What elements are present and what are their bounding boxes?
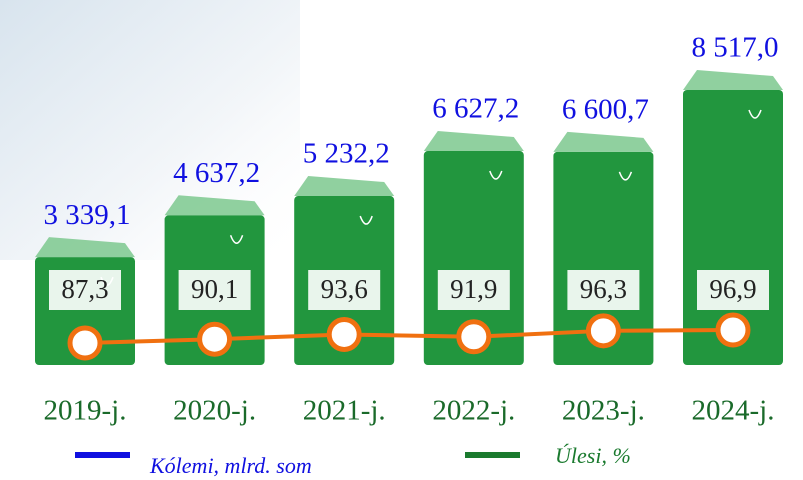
bag <box>423 151 524 365</box>
share-box <box>437 270 510 310</box>
share-box <box>567 270 640 310</box>
x-tick-label: 2021-j. <box>303 395 386 427</box>
share-label: 91,9 <box>450 274 497 304</box>
volume-label: 6 600,7 <box>562 94 649 126</box>
share-point <box>715 312 751 348</box>
legend-label: Úlesi, % <box>555 443 631 468</box>
bag-handle <box>229 235 244 245</box>
share-box <box>308 270 381 310</box>
share-label: 96,9 <box>709 274 756 304</box>
volume-label: 6 627,2 <box>432 93 519 125</box>
share-line <box>84 328 734 345</box>
bag-side <box>423 131 524 152</box>
bag-side <box>164 195 265 216</box>
share-point <box>326 316 362 352</box>
share-label: 87,3 <box>61 274 108 304</box>
volume-label: 4 637,2 <box>173 157 260 189</box>
share-box <box>178 270 251 310</box>
bag-side <box>683 70 783 90</box>
bag-side <box>35 237 135 258</box>
share-label: 93,6 <box>321 274 368 304</box>
share-point <box>197 321 233 357</box>
bag-side <box>553 131 654 152</box>
x-tick-label: 2020-j. <box>173 395 256 427</box>
legend-label: Kólemi, mlrd. som <box>149 453 312 478</box>
bag <box>553 151 654 365</box>
share-point <box>456 319 492 355</box>
share-label: 90,1 <box>191 274 238 304</box>
bag-handle <box>618 171 633 181</box>
volume-label: 3 339,1 <box>44 199 131 231</box>
bag-handle <box>359 215 373 225</box>
volume-label: 8 517,0 <box>692 32 779 64</box>
volume-label: 5 232,2 <box>303 138 390 170</box>
x-tick-label: 2019-j. <box>44 395 127 427</box>
x-tick-label: 2024-j. <box>692 395 775 427</box>
bag-handle <box>489 170 503 180</box>
share-point <box>67 325 103 361</box>
share-box <box>697 270 769 310</box>
bag-side <box>294 176 395 197</box>
share-box <box>49 270 121 310</box>
x-tick-label: 2022-j. <box>432 395 515 427</box>
share-point <box>585 313 621 349</box>
x-tick-label: 2023-j. <box>562 395 645 427</box>
share-label: 96,3 <box>580 274 627 304</box>
bag-handle <box>748 109 762 119</box>
